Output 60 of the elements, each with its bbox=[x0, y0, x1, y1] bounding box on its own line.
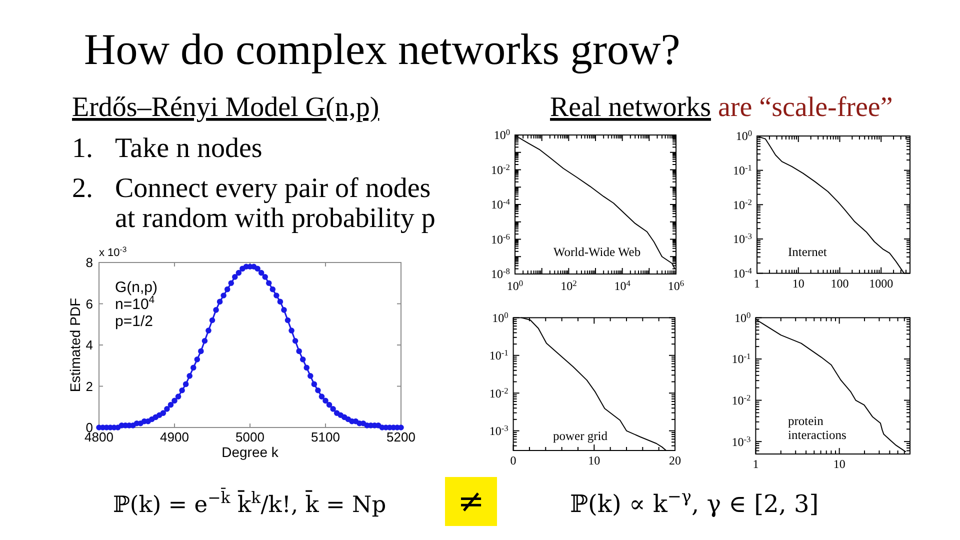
y-tick-label: 10$^{-3}$ bbox=[732, 434, 751, 449]
x-tick-label: 10$^{4}$ bbox=[614, 278, 632, 293]
x-tick-label: 10$^{6}$ bbox=[668, 278, 684, 293]
y-tick-label: 10$^{-1}$ bbox=[733, 163, 752, 178]
annotation: power grid bbox=[553, 429, 608, 443]
y-tick-label: 10$^{-4}$ bbox=[733, 266, 753, 280]
x-tick-label: 5200 bbox=[386, 430, 416, 444]
y-tick-label: 10$^{0}$ bbox=[494, 128, 510, 142]
y-tick-label: 2 bbox=[86, 378, 93, 394]
annotation: n=10$^{4}$ bbox=[115, 294, 155, 313]
x-tick-label: 5000 bbox=[236, 430, 264, 444]
annotation: Internet bbox=[788, 245, 828, 259]
y-tick-label: 10$^{-8}$ bbox=[491, 266, 510, 282]
y-tick-label: 10$^{-4}$ bbox=[491, 197, 511, 212]
x-axis-title: Degree k bbox=[222, 444, 280, 460]
x-tick-label: 100 bbox=[830, 276, 849, 290]
y-tick-label: 10$^{-6}$ bbox=[491, 232, 510, 246]
x-tick-label: 1000 bbox=[869, 276, 894, 290]
text: ℙ(k) = e$^{−k̄}$ k̄$^{k}$/k!, k̄ = Np bbox=[113, 487, 386, 518]
x-tick-label: 1 bbox=[754, 276, 760, 290]
x-tick-label: 10$^{2}$ bbox=[560, 278, 577, 293]
text: Real networks bbox=[550, 92, 711, 123]
text: ℙ(k) ∝ k$^{−γ}$, γ ∈ [2, 3] bbox=[570, 486, 819, 518]
annotation: G(n,p) bbox=[115, 279, 158, 296]
text: Take n nodes bbox=[115, 133, 262, 164]
y-tick-label: 6 bbox=[86, 296, 93, 312]
text: How do complex networks grow? bbox=[84, 25, 680, 74]
x-tick-label: 10 bbox=[792, 276, 804, 290]
text: x 10$^{-3}$ bbox=[99, 244, 127, 259]
text: Erdős–Rényi Model G(n,p) bbox=[72, 92, 380, 123]
y-axis-title: Estimated PDF bbox=[67, 298, 83, 392]
x-tick-label: 10 bbox=[588, 454, 600, 468]
y-tick-label: 10$^{0}$ bbox=[736, 128, 752, 144]
annotation: World-Wide Web bbox=[553, 245, 641, 259]
y-tick-label: 8 bbox=[86, 255, 93, 270]
text: at random with probability p bbox=[115, 203, 436, 234]
text: 1. bbox=[72, 133, 93, 164]
x-tick-label: 5100 bbox=[311, 430, 340, 444]
annotation: protein interactions bbox=[788, 414, 846, 442]
text: ≠ bbox=[458, 482, 484, 520]
y-tick-label: 10$^{-2}$ bbox=[491, 162, 510, 177]
x-tick-label: 4900 bbox=[160, 430, 189, 444]
text: are “scale-free” bbox=[718, 92, 893, 123]
y-tick-label: 10$^{0}$ bbox=[492, 310, 508, 325]
y-tick-label: 10$^{-3}$ bbox=[733, 232, 752, 246]
x-tick-label: 10 bbox=[833, 457, 846, 471]
y-tick-label: 10$^{-1}$ bbox=[732, 352, 751, 366]
y-tick-label: 10$^{-2}$ bbox=[489, 386, 508, 400]
text: Connect every pair of nodes bbox=[115, 173, 431, 204]
text: 2. bbox=[72, 173, 93, 204]
x-tick-label: 1 bbox=[752, 457, 759, 471]
y-tick-label: 10$^{-2}$ bbox=[732, 392, 751, 408]
y-tick-label: 10$^{-3}$ bbox=[489, 423, 508, 438]
annotation: p=1/2 bbox=[115, 313, 153, 330]
x-tick-label: 20 bbox=[669, 454, 681, 468]
y-tick-label: 10$^{-2}$ bbox=[733, 197, 752, 212]
y-tick-label: 10$^{0}$ bbox=[734, 310, 751, 325]
y-tick-label: 10$^{-1}$ bbox=[489, 348, 508, 363]
x-tick-label: 10$^{0}$ bbox=[506, 278, 524, 293]
y-tick-label: 4 bbox=[86, 338, 93, 353]
